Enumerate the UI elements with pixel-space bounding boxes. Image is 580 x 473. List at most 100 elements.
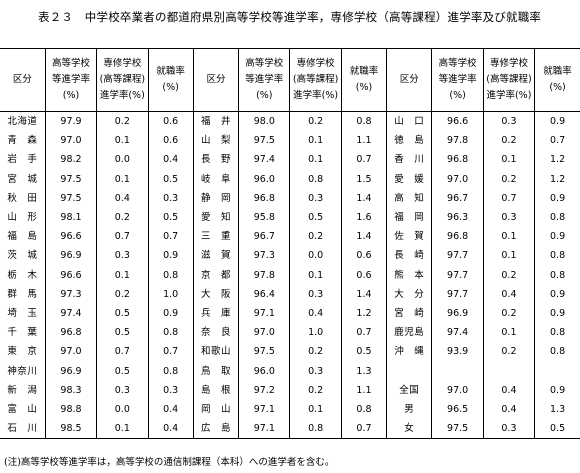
high-school-rate: 96.6 [44, 265, 97, 285]
employment-rate: 0.4 [147, 400, 194, 420]
header-high-school: 高等学校 等進学率 (%) [431, 48, 484, 112]
vocational-rate: 0.3 [482, 208, 535, 228]
region-name: 香 川 [386, 150, 432, 170]
table-row: 北海道 97.9 0.2 0.6 福 井 98.0 0.2 0.8 山 口 96.6 0.3 0.9 [0, 111, 580, 132]
region-name: 愛 媛 [386, 169, 432, 189]
vocational-rate: 0.3 [96, 246, 148, 266]
table-row: 新 潟 98.3 0.3 0.3 島 根 97.2 0.2 1.1 全国 97.0 0.4 0.9 [0, 380, 580, 401]
region-name: 長 崎 [386, 246, 432, 266]
high-school-rate: 97.1 [238, 400, 290, 420]
vocational-rate: 0.2 [96, 284, 148, 305]
region-name: 岐 阜 [192, 169, 239, 189]
employment-rate: 1.1 [340, 380, 387, 401]
region-name: 愛 知 [192, 208, 239, 228]
header-high-school-line2: 等進学率 [51, 74, 90, 85]
header-vocational-line1: 専修学校 [103, 58, 142, 69]
vocational-rate: 0.1 [289, 265, 342, 285]
vocational-rate: 0.1 [482, 246, 535, 266]
region-name: 山 形 [7, 212, 38, 224]
employment-rate: 0.8 [340, 400, 387, 420]
high-school-rate: 96.0 [238, 361, 290, 381]
high-school-rate: 96.8 [238, 188, 290, 209]
employment-rate: 0.4 [147, 150, 194, 170]
employment-rate: 1.2 [534, 150, 580, 170]
header-kubun: 区分 [386, 48, 432, 112]
region-name: 福 島 [7, 231, 38, 243]
region-name: 福 井 [192, 111, 239, 132]
high-school-rate: 97.5 [44, 188, 97, 209]
table-row: 宮 城 97.5 0.1 0.5 岐 阜 96.0 0.8 1.5 愛 媛 97.0 0.2 1.2 [0, 169, 580, 189]
high-school-rate: 97.1 [238, 304, 290, 324]
region-name: 群 馬 [7, 288, 38, 300]
high-school-rate: 97.8 [238, 265, 290, 285]
region-name: 埼 玉 [7, 308, 38, 320]
header-employment-line1: 就職率 [156, 66, 185, 77]
region-name: 男 [386, 400, 432, 420]
high-school-rate: 96.0 [238, 169, 290, 189]
region-name: 福 岡 [386, 208, 432, 228]
header-row: 区分 高等学校 等進学率 (%) 専修学校 (高等課程) 進学率(%) 就職率 … [0, 48, 580, 112]
vocational-rate: 0.2 [289, 380, 342, 401]
region-name: 青 森 [7, 135, 38, 147]
high-school-rate: 97.9 [44, 111, 97, 132]
vocational-rate: 0.1 [96, 265, 148, 285]
high-school-rate: 96.9 [44, 246, 97, 266]
high-school-rate: 97.5 [238, 131, 290, 151]
header-employment-line2: (%) [162, 82, 179, 93]
employment-rate: 0.6 [147, 111, 194, 132]
vocational-rate: 0.3 [482, 419, 535, 440]
header-vocational-line2: (高等課程) [99, 74, 146, 85]
header-employment-line2: (%) [355, 82, 373, 93]
vocational-rate: 0.1 [289, 150, 342, 170]
vocational-rate: 0.4 [482, 400, 535, 420]
employment-rate: 0.3 [147, 188, 194, 209]
region-name: 沖 縄 [386, 342, 432, 362]
vocational-rate: 0.2 [289, 227, 342, 247]
region-name: 北海道 [7, 116, 38, 127]
high-school-rate: 97.1 [238, 419, 290, 440]
vocational-rate: 0.4 [96, 188, 148, 209]
employment-rate: 0.6 [340, 246, 387, 266]
high-school-rate: 97.7 [431, 246, 484, 266]
employment-rate: 1.1 [340, 131, 387, 151]
region-name: 新 潟 [7, 384, 38, 396]
vocational-rate: 0.2 [96, 208, 148, 228]
region-name: 女 [386, 419, 432, 440]
region-name: 兵 庫 [192, 304, 239, 324]
vocational-rate: 1.0 [289, 323, 342, 343]
high-school-rate: 98.2 [44, 150, 97, 170]
high-school-rate: 97.7 [431, 265, 484, 285]
employment-rate: 0.7 [340, 150, 387, 170]
vocational-rate: 0.3 [482, 111, 535, 132]
vocational-rate: 0.5 [96, 323, 148, 343]
header-high-school-line1: 高等学校 [51, 58, 90, 69]
header-kubun: 区分 [12, 74, 32, 85]
region-name: 大 阪 [192, 284, 239, 305]
table-row: 青 森 97.0 0.1 0.6 山 梨 97.5 0.1 1.1 徳 島 97.8 0.2 0.7 [0, 131, 580, 151]
vocational-rate: 0.4 [289, 304, 342, 324]
table-row: 神奈川 96.9 0.5 0.8 鳥 取 96.0 0.3 1.3 [0, 361, 580, 381]
header-high-school: 高等学校 等進学率 (%) [44, 48, 97, 112]
vocational-rate: 0.1 [96, 419, 148, 440]
table-row: 富 山 98.8 0.0 0.4 岡 山 97.1 0.1 0.8 男 96.5 0.4 1.3 [0, 400, 580, 420]
employment-rate: 0.8 [534, 208, 580, 228]
header-vocational-line2: (高等課程) [486, 74, 532, 85]
header-vocational-line1: 専修学校 [296, 58, 335, 69]
employment-rate: 1.4 [340, 188, 387, 209]
region-name: 徳 島 [386, 131, 432, 151]
employment-rate: 0.8 [340, 111, 387, 132]
employment-rate: 0.9 [534, 284, 580, 305]
employment-rate: 0.7 [340, 323, 387, 343]
vocational-rate: 0.7 [96, 342, 148, 362]
high-school-rate [431, 361, 484, 381]
header-vocational-line1: 専修学校 [489, 58, 528, 69]
employment-rate: 0.7 [534, 131, 580, 151]
vocational-rate: 0.5 [289, 208, 342, 228]
region-name: 岩 手 [7, 154, 38, 166]
employment-rate: 0.9 [534, 227, 580, 247]
table-row: 千 葉 96.8 0.5 0.8 奈 良 97.0 1.0 0.7 鹿児島 97.4 0.1 0.8 [0, 323, 580, 343]
region-name: 鳥 取 [192, 361, 239, 381]
vocational-rate: 0.3 [96, 380, 148, 401]
table-row: 栃 木 96.6 0.1 0.8 京 都 97.8 0.1 0.6 熊 本 97.7 0.2 0.8 [0, 265, 580, 285]
employment-rate: 0.5 [147, 169, 194, 189]
